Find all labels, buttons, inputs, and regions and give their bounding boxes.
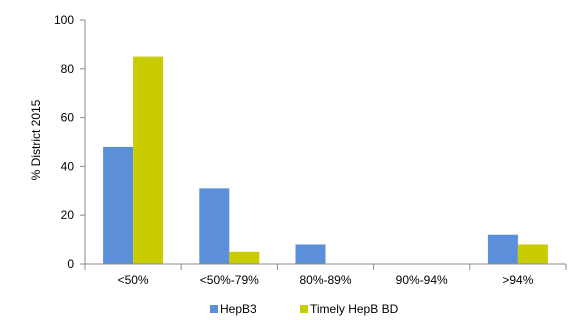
y-axis-title: % District 2015: [29, 99, 43, 180]
x-axis: <50% <50%-79% 80%-89% 90%-94% >94%: [84, 263, 567, 287]
legend: HepB3 Timely HepB BD: [210, 302, 399, 316]
bar: [103, 146, 134, 264]
legend-label: Timely HepB BD: [310, 302, 399, 316]
y-tick-label: 80: [61, 62, 75, 76]
bar: [133, 56, 164, 264]
x-tick-label: 80%-89%: [299, 273, 351, 287]
legend-swatch: [210, 305, 218, 313]
y-tick-label: 20: [61, 208, 75, 222]
y-tick-label: 0: [67, 257, 74, 271]
bar: [487, 234, 518, 264]
y-tick-label: 100: [54, 13, 74, 27]
y-tick-label: 40: [61, 159, 75, 173]
bar: [295, 244, 326, 264]
y-axis: 0 20 40 60 80 100: [54, 13, 86, 271]
x-tick-label: <50%-79%: [200, 273, 259, 287]
x-tick-label: 90%-94%: [396, 273, 448, 287]
legend-label: HepB3: [220, 302, 257, 316]
x-tick-label: <50%: [118, 273, 149, 287]
bars-group: [103, 56, 548, 264]
bar: [229, 251, 260, 264]
bar: [517, 244, 548, 264]
x-tick-label: >94%: [502, 273, 533, 287]
legend-swatch: [300, 305, 308, 313]
bar: [199, 188, 230, 264]
y-tick-label: 60: [61, 111, 75, 125]
